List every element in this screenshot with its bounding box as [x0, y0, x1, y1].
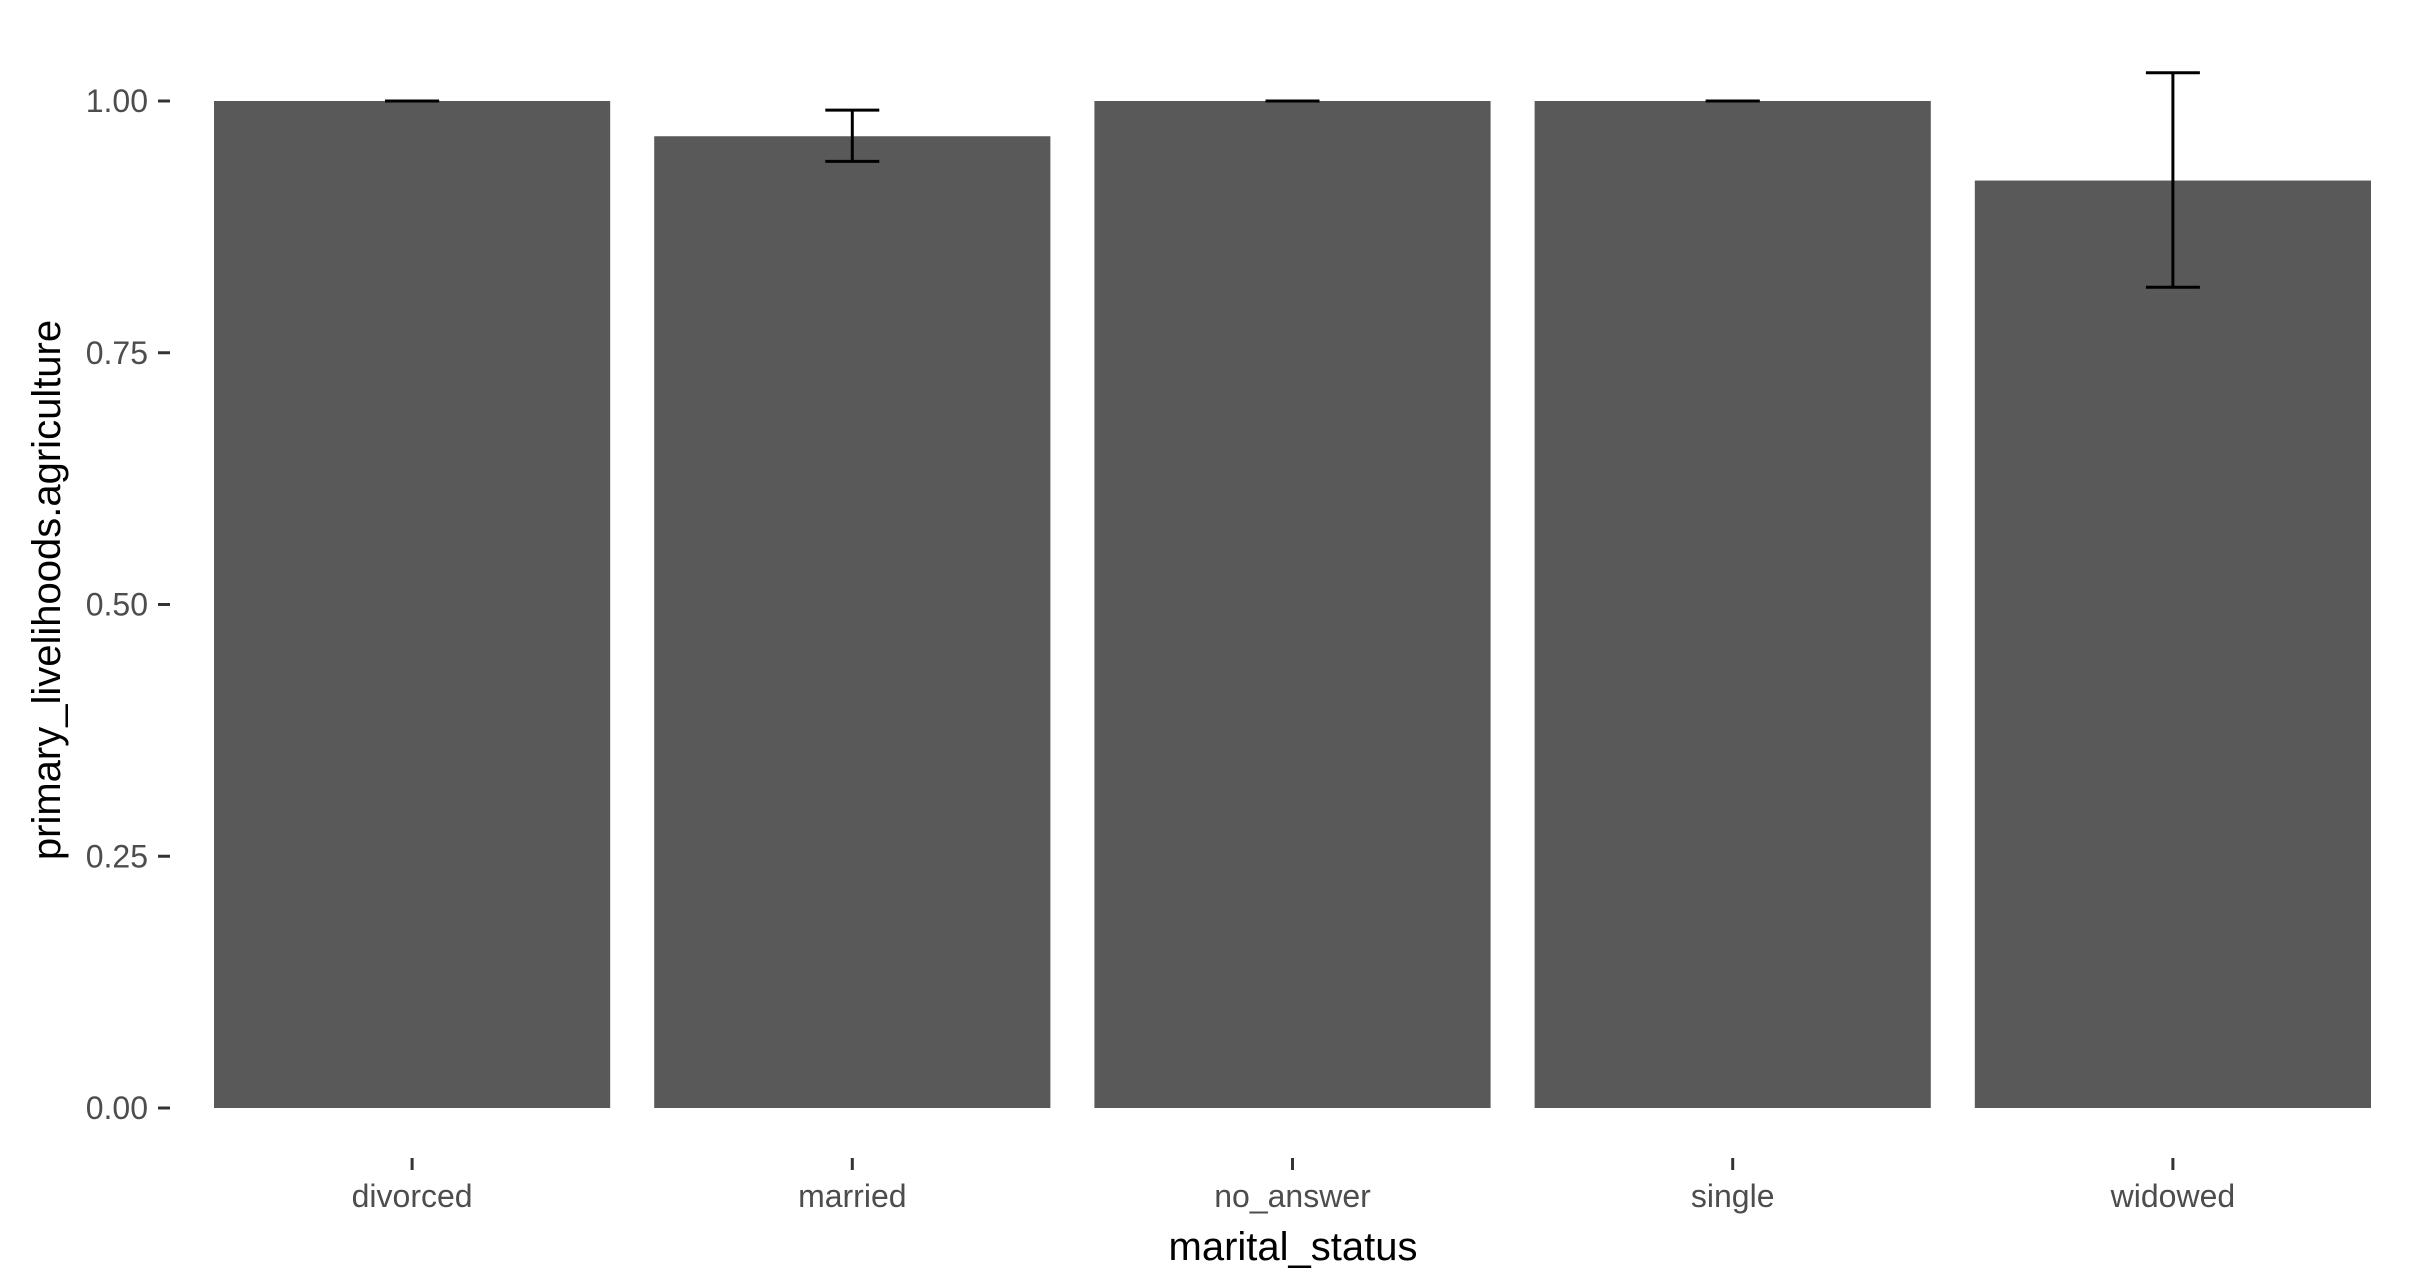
bar-widowed — [1974, 180, 2371, 1109]
x-axis-title: marital_status — [1169, 1225, 1418, 1269]
x-axis: divorced married no_answer single widowed — [352, 1158, 2236, 1214]
y-tick-label: 1.00 — [86, 83, 148, 119]
bar-single — [1534, 101, 1931, 1108]
bar-no_answer — [1094, 101, 1491, 1108]
bars-layer — [214, 101, 2371, 1109]
y-tick-label: 0.50 — [86, 587, 148, 623]
error-bar-widowed — [2145, 71, 2200, 289]
bar-divorced — [214, 101, 611, 1108]
error-bars-layer — [385, 71, 2200, 289]
error-bar-married — [825, 108, 880, 163]
y-axis-title: primary_livelihoods.agriculture — [25, 320, 69, 860]
bar-married — [654, 136, 1051, 1108]
x-tick-label: single — [1691, 1178, 1775, 1214]
y-tick-label: 0.75 — [86, 335, 148, 371]
y-tick-label: 0.25 — [86, 838, 148, 874]
x-tick-label: married — [798, 1178, 906, 1214]
x-tick-label: widowed — [2110, 1178, 2236, 1214]
y-axis: 0.00 0.25 0.50 0.75 1.00 — [86, 83, 170, 1126]
y-tick-label: 0.00 — [86, 1090, 148, 1126]
x-tick-label: no_answer — [1214, 1178, 1371, 1214]
x-tick-label: divorced — [352, 1178, 473, 1214]
